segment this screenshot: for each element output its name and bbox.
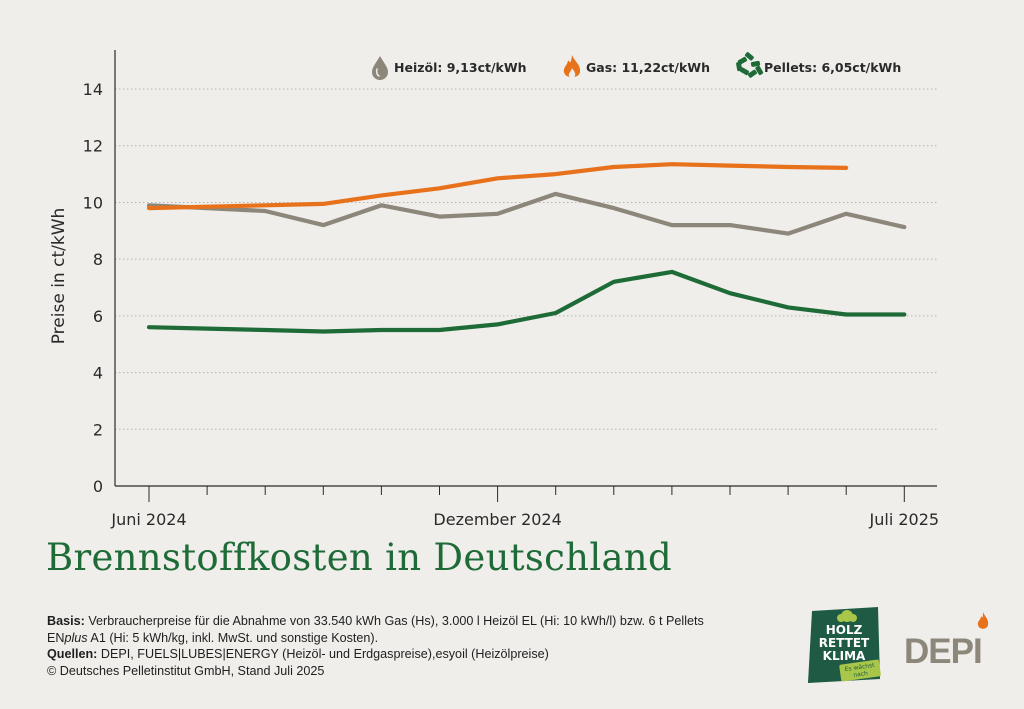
series-line-heizöl [146, 191, 907, 236]
depi-logo: DEPI [904, 612, 990, 672]
basis-text-2b: plus [64, 630, 88, 645]
basis-line-1: Basis: Verbraucherpreise für die Abnahme… [47, 613, 787, 630]
legend-label-heizöl: Heizöl: 9,13ct/kWh [394, 60, 527, 75]
basis-line-2: ENplus A1 (Hi: 5 kWh/kg, inkl. MwSt. und… [47, 630, 787, 647]
basis-text-1: Verbraucherpreise für die Abnahme von 33… [88, 614, 704, 628]
pellet-shape [736, 61, 743, 72]
oil-drop-icon [372, 56, 388, 80]
axes: 0 2 4 6 8 10 12 14 Juni 2024 Dezember 2024 Juli 20… [83, 50, 939, 529]
y-tick-label: 8 [93, 250, 103, 269]
legend: Heizöl: 9,13ct/kWh Gas: 11,22ct/kWh Pellet… [372, 52, 901, 80]
basis-label: Basis: [47, 614, 85, 628]
sources-text: DEPI, FUELS|LUBES|ENERGY (Heizöl- und Er… [100, 647, 549, 661]
legend-label-gas: Gas: 11,22ct/kWh [586, 60, 710, 75]
y-tick-label: 6 [93, 307, 103, 326]
depi-logo-text: DEPI [904, 632, 983, 671]
badge-tag-1: Es wächst [844, 662, 875, 673]
series-line-gas [146, 162, 849, 211]
y-tick-label: 10 [83, 193, 103, 212]
legend-label-pellets: Pellets: 6,05ct/kWh [764, 60, 901, 75]
legend-item-heizöl: Heizöl: 9,13ct/kWh [372, 56, 527, 80]
pellet-shape [747, 69, 757, 78]
copyright: © Deutsches Pelletinstitut GmbH, Stand J… [47, 663, 325, 678]
series-lines [146, 162, 907, 334]
y-tick-label: 2 [93, 420, 103, 439]
pellet-shape [755, 65, 764, 76]
gridlines [115, 88, 937, 430]
y-tick-label: 4 [93, 364, 103, 383]
line-chart: 0 2 4 6 8 10 12 14 Juni 2024 Dezember 2024 Juli 20… [49, 50, 939, 529]
badge-tag-2: nach [853, 670, 869, 679]
x-tick-label: Juli 2025 [869, 510, 940, 529]
sources-line: Quellen: DEPI, FUELS|LUBES|ENERGY (Heizö… [47, 646, 787, 663]
y-axis-label: Preise in ct/kWh [49, 208, 69, 345]
badge-line-3: KLIMA [823, 649, 866, 663]
badge-line-2: RETTET [819, 636, 870, 650]
pellet-shape [744, 52, 754, 61]
badge-line-1: HOLZ [826, 623, 863, 637]
pellet-shape [739, 67, 750, 76]
basis-text-2c: A1 (Hi: 5 kWh/kg, inkl. MwSt. und sonsti… [90, 630, 379, 645]
legend-item-pellets: Pellets: 6,05ct/kWh [736, 52, 901, 78]
flame-inner [568, 68, 576, 79]
legend-item-gas: Gas: 11,22ct/kWh [563, 55, 710, 79]
y-tick-label: 12 [83, 137, 103, 156]
sources-label: Quellen: [47, 647, 98, 661]
y-tick-label: 0 [93, 477, 103, 496]
oil-drop-highlight [375, 68, 380, 77]
y-tick-label: 14 [83, 80, 103, 99]
flame-icon [563, 55, 581, 78]
x-tick-label: Dezember 2024 [433, 510, 561, 529]
basis-text-2a: EN [47, 630, 65, 645]
series-line-pellets [146, 269, 907, 334]
holz-rettet-klima-badge: HOLZ RETTET KLIMA Es wächst nach [808, 607, 881, 683]
flame-icon [977, 612, 989, 629]
pellet-shape [750, 60, 761, 67]
chart-title: Brennstoffkosten in Deutschland [46, 536, 672, 579]
footnotes: Basis: Verbraucherpreise für die Abnahme… [47, 613, 787, 679]
x-tick-label: Juni 2024 [110, 510, 186, 529]
